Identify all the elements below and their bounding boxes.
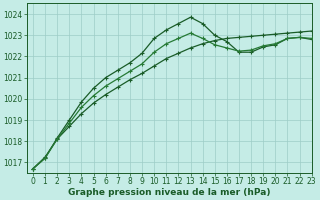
X-axis label: Graphe pression niveau de la mer (hPa): Graphe pression niveau de la mer (hPa) bbox=[68, 188, 270, 197]
